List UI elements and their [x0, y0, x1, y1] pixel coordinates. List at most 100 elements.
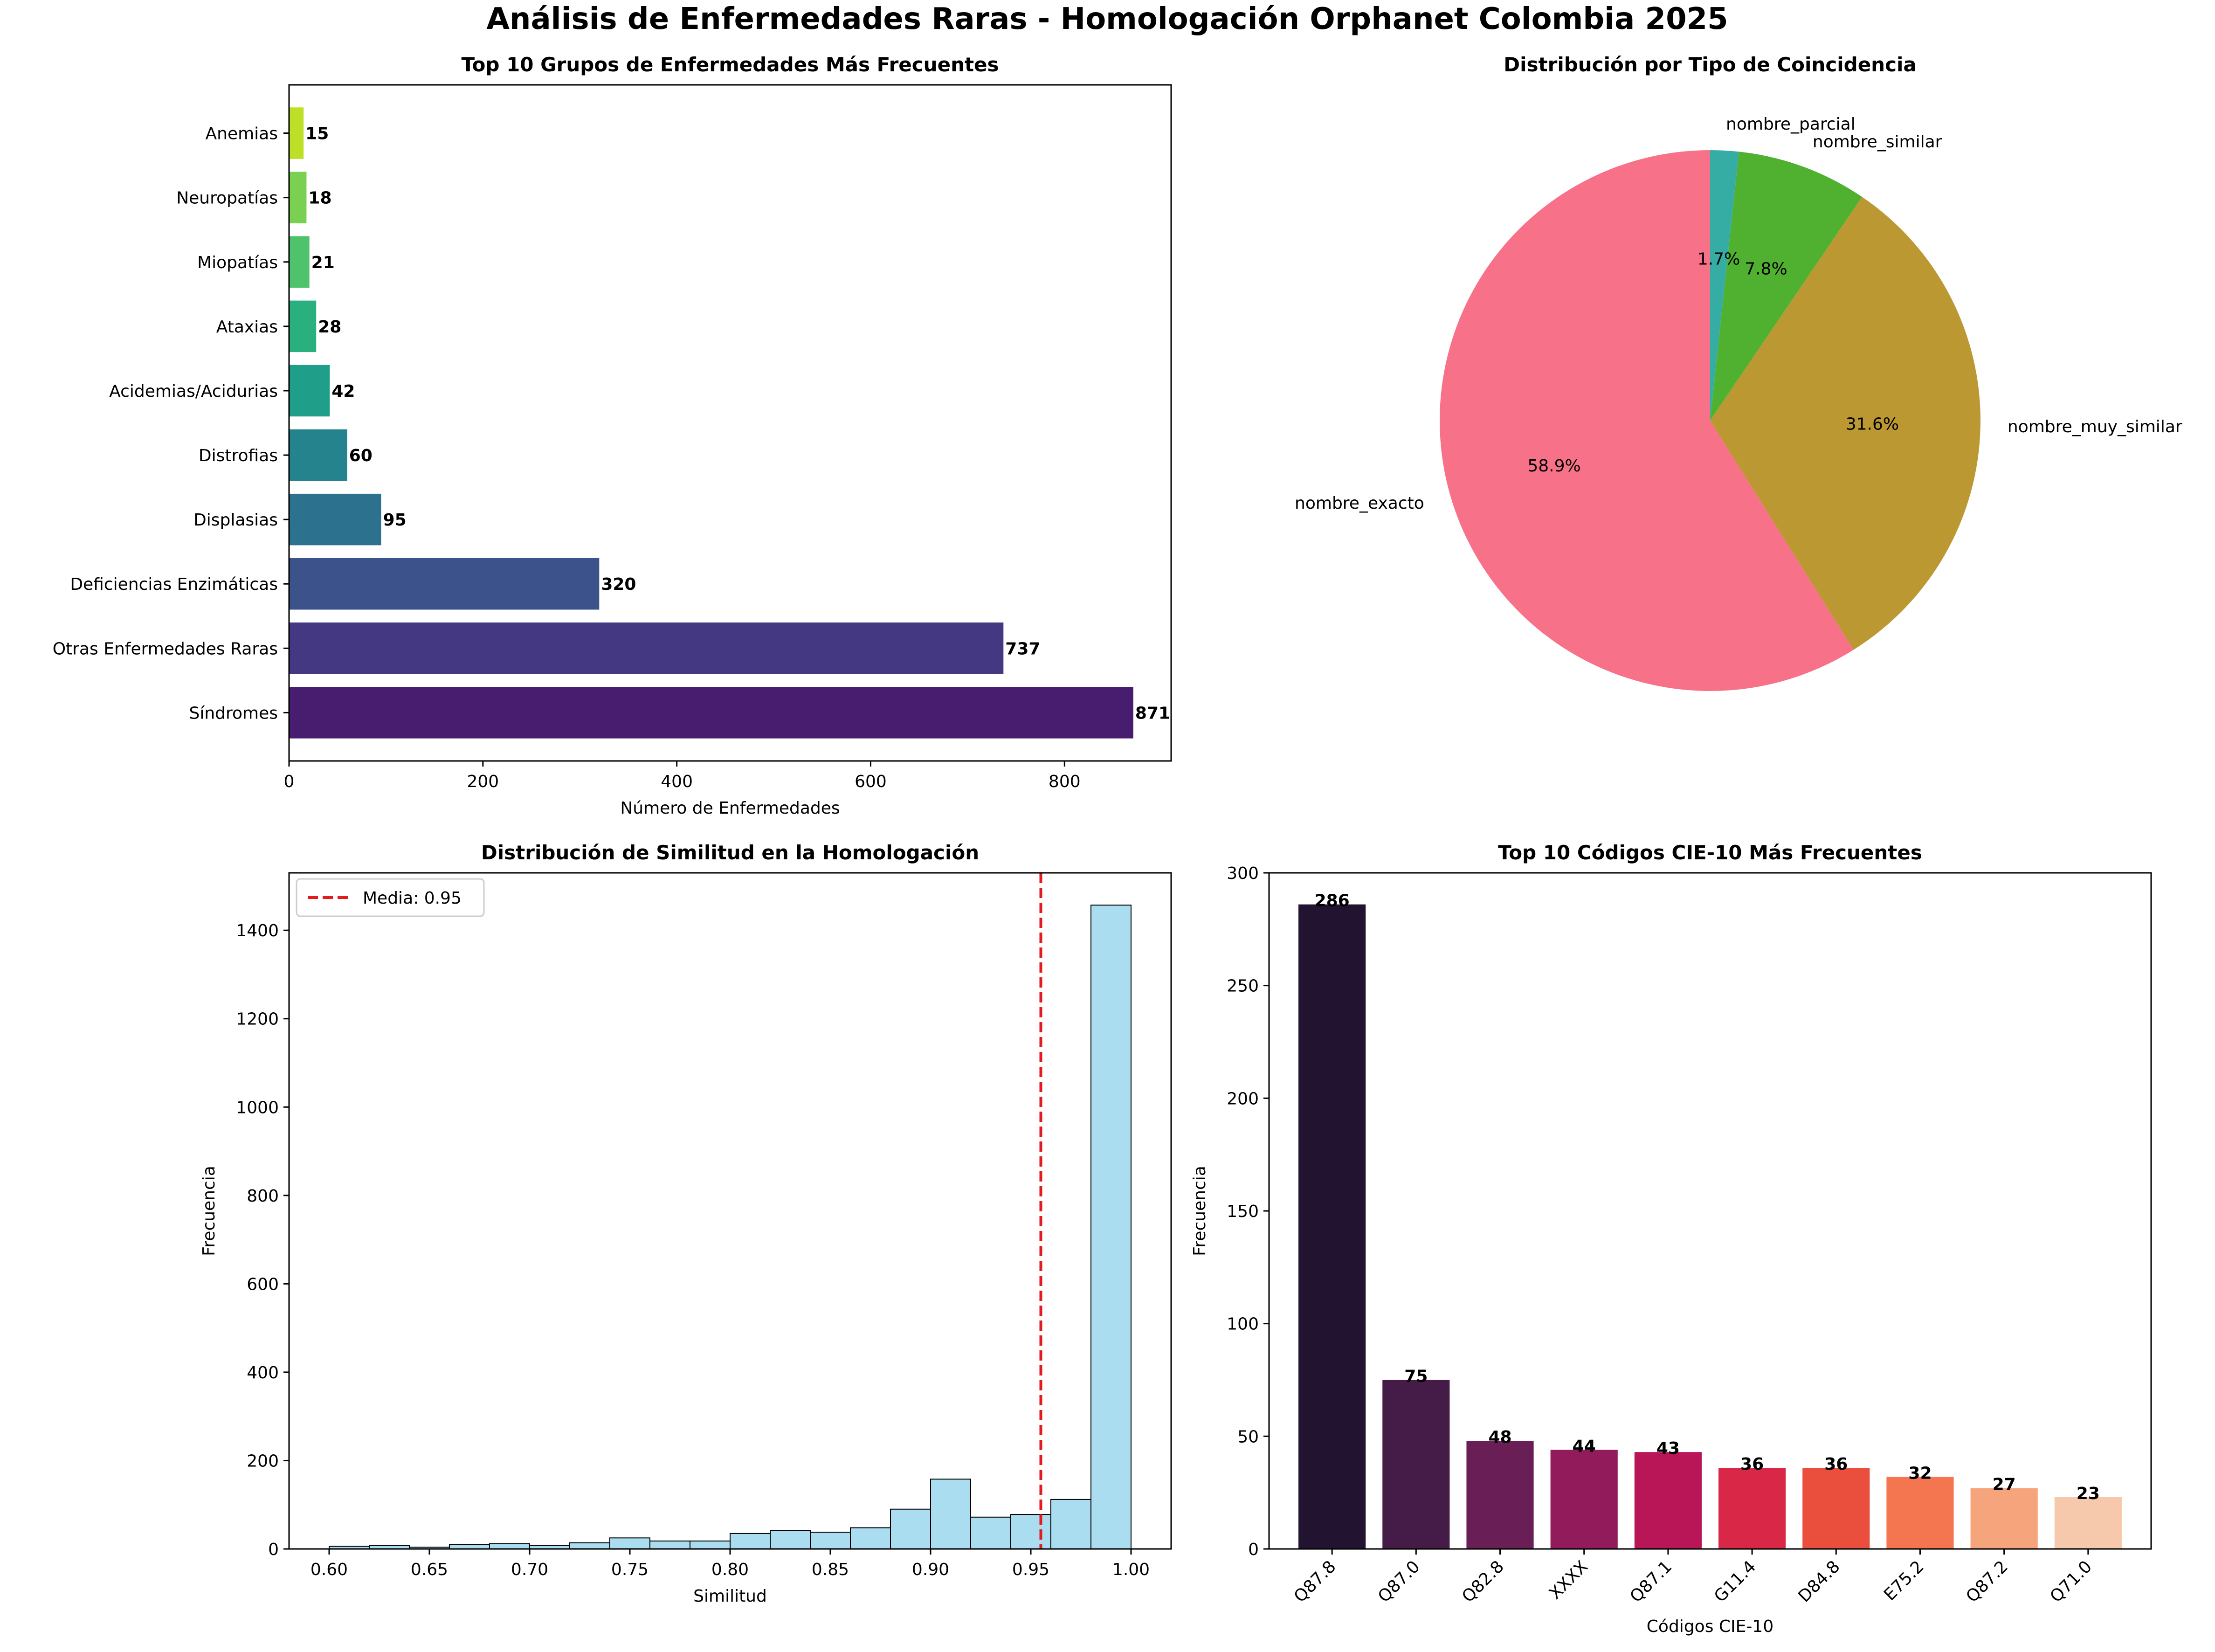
value-label-9: 23: [2077, 1484, 2100, 1503]
bar-4: [1634, 1452, 1702, 1549]
xtick-label-1: 200: [467, 772, 499, 791]
ytick-label-7: 1400: [236, 921, 279, 940]
value-label-5: 36: [1740, 1455, 1764, 1474]
value-label-2: 48: [1488, 1428, 1511, 1447]
chart1-value-labels: 871 737 320 95 60 42 28 21 18 15: [305, 124, 1170, 723]
histogram-bar-18: [1050, 1499, 1091, 1549]
value-label-4: 43: [1656, 1439, 1680, 1458]
value-label-9: 15: [305, 124, 329, 144]
pie-label-3: nombre_parcial: [1726, 115, 1856, 134]
value-label-3: 95: [383, 511, 407, 530]
histogram-bar-11: [770, 1530, 811, 1549]
category-label-4: Distrofias: [199, 446, 278, 465]
chart2-title: Distribución por Tipo de Coincidencia: [1504, 53, 1916, 76]
ytick-label-6: 1200: [236, 1010, 279, 1029]
xtick-label-5: 0.85: [812, 1560, 849, 1579]
ytick-label-4: 800: [247, 1187, 279, 1206]
chart3-ylabel: Frecuencia: [200, 1166, 219, 1256]
category-label-9: Anemias: [206, 124, 278, 144]
category-label-2: Deficiencias Enzimáticas: [70, 575, 278, 594]
pie-pct-1: 31.6%: [1846, 415, 1899, 434]
value-label-8: 18: [308, 189, 331, 208]
ytick-label-1: 200: [247, 1452, 279, 1471]
chart3-title: Distribución de Similitud en la Homologa…: [481, 841, 979, 864]
chart3-ticks: 0.60 0.65 0.70 0.75 0.80 0.85 0.90 0.95 1.00 0 200…: [236, 921, 1150, 1579]
chart1-bars: [289, 107, 1133, 739]
chart4-axes-frame: [1268, 872, 2152, 1550]
histogram-bar-16: [970, 1516, 1011, 1549]
value-label-4: 60: [349, 446, 373, 465]
bar-7: [289, 236, 310, 288]
xtick-label-3: 600: [855, 772, 887, 791]
value-label-3: 44: [1573, 1437, 1596, 1456]
chart-top-disease-groups: Top 10 Grupos de Enfermedades Más Frecue…: [53, 53, 1172, 818]
chart3-xlabel: Similitud: [693, 1587, 767, 1606]
bar-5: [1718, 1468, 1786, 1549]
value-label-0: 871: [1135, 704, 1170, 723]
ytick-label-5: 1000: [236, 1098, 279, 1117]
chart-similarity-histogram: Distribución de Similitud en la Homologa…: [200, 841, 1172, 1606]
bar-1: [1382, 1380, 1450, 1549]
category-label-0: Síndromes: [189, 704, 278, 723]
ytick-label-5: 250: [1227, 977, 1259, 996]
xtick-label-6: 0.90: [912, 1560, 949, 1579]
value-label-7: 21: [311, 253, 335, 272]
chart4-ticks: 0 50 100 150 200 250 300: [1227, 864, 1269, 1559]
pie-slice-1: [1710, 197, 1980, 650]
chart1-title: Top 10 Grupos de Enfermedades Más Frecue…: [461, 53, 999, 76]
histogram-bar-10: [730, 1533, 771, 1550]
category-label-1: Otras Enfermedades Raras: [53, 639, 278, 658]
figure-suptitle: Análisis de Enfermedades Raras - Homolog…: [486, 2, 1728, 36]
bar-1: [289, 622, 1004, 674]
xtick-label-2: 400: [661, 772, 693, 791]
xtick-label-0: 0.60: [311, 1560, 348, 1579]
bar-5: [289, 365, 330, 417]
pie-slice-2: [1710, 152, 1863, 421]
category-label-6: Ataxias: [216, 318, 278, 337]
xtick-label-4: 0.80: [711, 1560, 749, 1579]
chart1-axes-frame: [288, 84, 1172, 762]
ytick-label-2: 400: [247, 1363, 279, 1382]
bar-3: [1550, 1450, 1618, 1549]
histogram-bar-8: [649, 1540, 690, 1549]
pie-label-1: nombre_muy_similar: [2008, 417, 2182, 436]
chart4-bars: [1298, 904, 2122, 1549]
ytick-label-1: 50: [1237, 1427, 1259, 1446]
histogram-bar-4: [489, 1543, 530, 1549]
bar-7: [1886, 1477, 1954, 1549]
bar-2: [289, 558, 600, 610]
ytick-label-6: 300: [1227, 864, 1259, 883]
chart3-bars: [329, 905, 1132, 1550]
histogram-bar-15: [930, 1479, 971, 1550]
bar-9: [2054, 1497, 2122, 1549]
bar-6: [1802, 1468, 1870, 1549]
value-label-7: 32: [1908, 1464, 1932, 1483]
chart4-value-labels: 286 75 48 44 43 36 36 32 27 23: [1315, 892, 2100, 1503]
ytick-label-0: 0: [268, 1540, 279, 1559]
chart4-xlabel: Códigos CIE-10: [1647, 1617, 1773, 1636]
chart1-category-labels: Síndromes Otras Enfermedades Raras Deficie…: [53, 124, 289, 723]
xtick-label-3: 0.75: [611, 1560, 649, 1579]
pie-label-0: nombre_exacto: [1295, 494, 1424, 513]
histogram-bar-12: [810, 1531, 851, 1549]
pie-label-2: nombre_similar: [1813, 132, 1942, 152]
chart-match-type-pie: Distribución por Tipo de Coincidencia no…: [1295, 53, 2182, 691]
pie-pct-2: 7.8%: [1745, 259, 1787, 278]
histogram-bar-14: [890, 1508, 931, 1549]
histogram-bar-7: [609, 1537, 650, 1549]
bar-2: [1466, 1441, 1534, 1549]
histogram-bar-17: [1010, 1514, 1051, 1549]
xtick-label-4: 800: [1049, 772, 1081, 791]
value-label-8: 27: [1993, 1475, 2016, 1494]
category-label-8: Neuropatías: [176, 189, 278, 208]
histogram-bar-9: [690, 1540, 731, 1549]
pie-slice-3: [1710, 150, 1739, 421]
bar-8: [1970, 1488, 2038, 1549]
xtick-label-8: 1.00: [1112, 1560, 1150, 1579]
xtick-label-0: 0: [284, 772, 295, 791]
bar-9: [289, 107, 304, 159]
chart4-ylabel: Frecuencia: [1190, 1166, 1209, 1256]
pie-pct-0: 58.9%: [1527, 456, 1580, 476]
category-label-5: Acidemias/Acidurias: [109, 382, 278, 401]
value-label-1: 737: [1005, 639, 1040, 658]
